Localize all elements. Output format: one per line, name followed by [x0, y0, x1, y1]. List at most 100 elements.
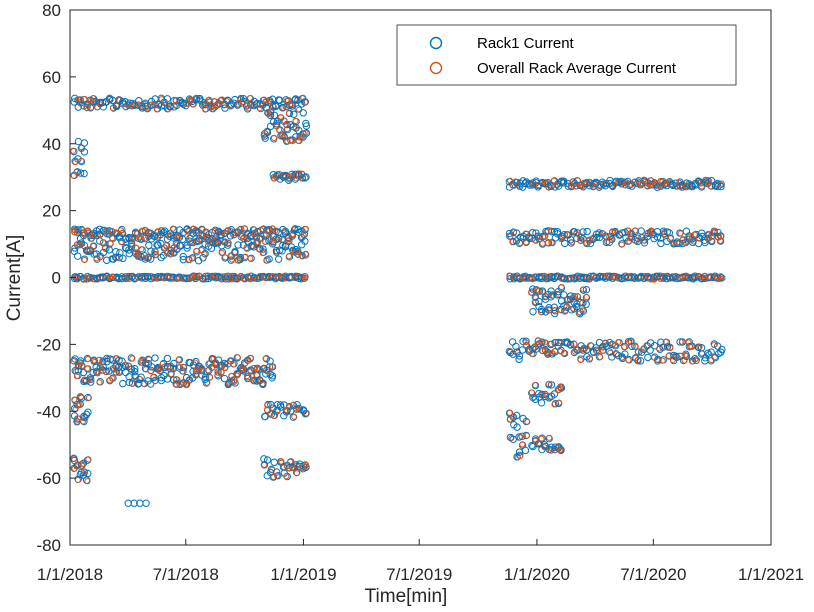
rack1-point: [560, 231, 568, 239]
rack1-point: [112, 248, 120, 256]
rack1-point: [125, 249, 133, 258]
rack1-point: [131, 367, 139, 376]
average-point: [263, 231, 270, 238]
rack1-point: [294, 96, 302, 104]
average-point: [247, 95, 254, 102]
average-point: [182, 381, 189, 388]
average-point: [665, 352, 672, 359]
average-point: [275, 274, 282, 281]
rack1-point: [521, 179, 530, 187]
average-point: [269, 363, 276, 370]
average-point: [288, 100, 295, 108]
rack1-point: [92, 363, 100, 371]
x-axis-label: Time[min]: [365, 586, 448, 607]
rack1-point: [294, 225, 302, 234]
x-tick-label: 1/1/2018: [37, 565, 103, 584]
rack1-point: [646, 346, 654, 354]
rack1-point: [96, 237, 104, 245]
average-point: [599, 347, 607, 354]
average-point: [227, 227, 234, 234]
rack1-point: [272, 468, 281, 476]
rack1-point: [98, 98, 107, 107]
average-point: [150, 373, 157, 381]
average-point: [656, 345, 663, 352]
average-point: [597, 354, 604, 361]
average-point: [168, 370, 175, 378]
average-point: [299, 133, 306, 140]
rack1-point: [130, 499, 138, 507]
rack1-point: [137, 373, 145, 381]
rack1-point: [301, 174, 309, 182]
average-point: [529, 350, 536, 357]
rack1-point: [125, 99, 134, 107]
average-point: [506, 272, 513, 279]
average-point: [302, 225, 309, 232]
average-point: [288, 170, 295, 178]
average-point: [710, 341, 718, 348]
average-point: [169, 365, 177, 372]
y-tick-label: 60: [42, 68, 61, 87]
average-point: [535, 287, 542, 295]
average-point: [546, 394, 554, 401]
rack1-point: [127, 242, 136, 251]
rack1-point: [76, 470, 85, 479]
average-point: [198, 367, 205, 375]
average-point: [256, 273, 263, 280]
average-point: [228, 256, 235, 263]
rack1-point: [271, 102, 280, 111]
average-point: [90, 242, 97, 250]
average-point: [577, 237, 584, 245]
rack1-point: [82, 410, 91, 419]
average-point: [557, 383, 564, 391]
rack1-point: [192, 94, 201, 103]
average-point: [618, 241, 625, 248]
average-point: [192, 359, 199, 366]
average-point: [163, 242, 170, 249]
rack1-point: [561, 239, 569, 248]
average-point: [549, 292, 557, 299]
rack1-point: [262, 370, 270, 378]
rack1-point: [82, 476, 91, 484]
average-point: [634, 348, 641, 355]
rack1-point: [302, 173, 310, 181]
rack1-point: [260, 455, 268, 463]
y-tick-label: -80: [36, 536, 61, 555]
rack1-point: [275, 96, 283, 104]
average-point: [230, 361, 237, 368]
rack1-point: [529, 285, 537, 293]
average-point: [292, 117, 299, 124]
rack1-point: [717, 182, 725, 191]
average-point: [691, 231, 698, 238]
legend-marker-rack1: [429, 36, 443, 50]
rack1-point: [183, 244, 191, 252]
average-point: [175, 356, 182, 363]
average-point: [145, 254, 152, 261]
rack1-point: [508, 338, 517, 346]
rack1-point: [540, 441, 549, 449]
average-point: [711, 354, 719, 361]
average-point: [179, 368, 186, 375]
average-point: [295, 406, 303, 413]
rack1-point: [99, 248, 108, 257]
rack1-point: [537, 399, 546, 407]
average-point: [281, 228, 288, 235]
average-point: [546, 434, 553, 441]
average-point: [580, 286, 587, 293]
average-point: [295, 251, 302, 259]
rack1-point: [518, 346, 527, 354]
average-point: [188, 255, 196, 262]
rack1-point: [231, 249, 239, 257]
average-point: [274, 472, 281, 479]
rack1-point: [265, 255, 273, 263]
rack1-point: [515, 352, 524, 360]
rack1-point: [528, 234, 536, 243]
average-point: [99, 358, 106, 366]
rack1-point: [697, 344, 706, 352]
rack1-point: [535, 297, 543, 306]
average-point: [167, 251, 174, 258]
average-point: [84, 365, 91, 372]
average-point: [214, 101, 221, 109]
average-point: [291, 274, 298, 281]
average-point: [301, 275, 309, 282]
average-point: [109, 273, 116, 280]
